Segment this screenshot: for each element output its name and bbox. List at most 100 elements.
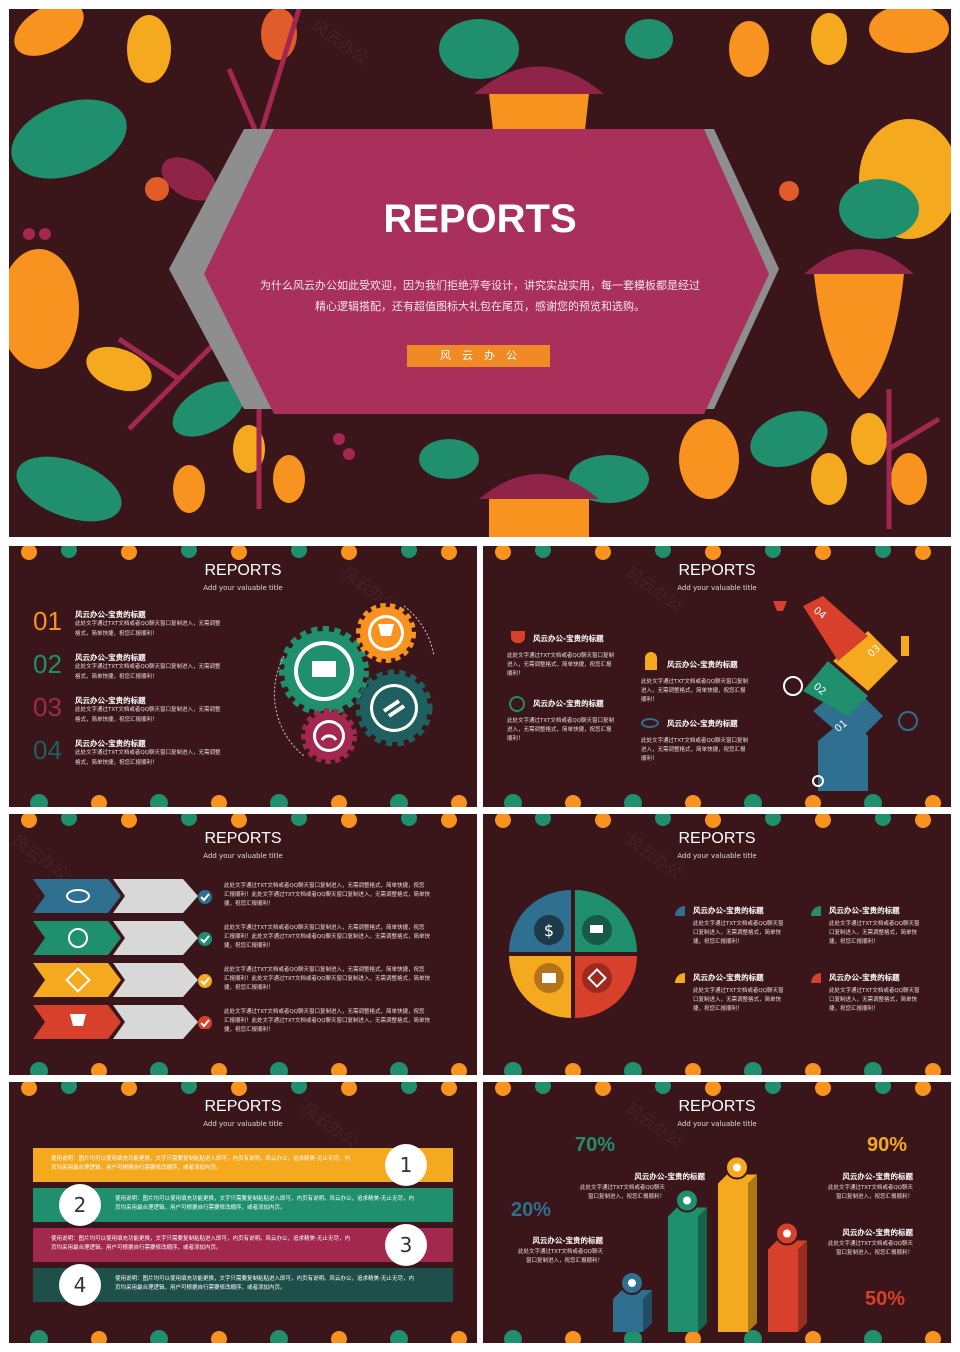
- slide-subtitle: Add your valuable title: [677, 1120, 757, 1128]
- number-badge: 4: [59, 1264, 101, 1306]
- slide-title: REPORTS: [678, 830, 756, 847]
- item-heading: 风云办公-宝贵的标题: [75, 610, 146, 619]
- cart-icon: [590, 925, 603, 933]
- cover-leaf-pattern: [9, 9, 951, 537]
- staircase-arrows: [773, 596, 918, 791]
- item-body: 此处文字通过TXT文档或者QQ聊天窗口复制进入，无需调整格式，简单快捷，祝您汇报…: [693, 921, 784, 945]
- label-body: 此处文字通过TXT文档或者QQ聊天窗口复制进入，祝您汇报顺利！: [827, 1241, 913, 1256]
- bottom-leaf-band: [30, 794, 467, 807]
- bar-row-4: 4 使用说明：图片均可以使用填充功能更换，文字只需要复制粘贴进入即可，内页有说明…: [33, 1264, 453, 1306]
- item-heading: 风云办公-宝贵的标题: [667, 719, 738, 728]
- item-heading: 风云办公-宝贵的标题: [693, 973, 764, 982]
- row-line: 此处文字通过TXT文档或者QQ聊天窗口复制进入，无需调整格式，简单快捷，祝您: [224, 925, 425, 931]
- bar-row-2: 2 使用说明：图片均可以使用填充功能更换，文字只需要复制粘贴进入即可，内页有说明…: [33, 1184, 453, 1226]
- bar-70: [668, 1188, 707, 1332]
- item-body-2: 格式，简单快捷，祝您汇报顺利！: [75, 760, 158, 766]
- row-line: 汇报顺利！此处文字通过TXT文档或者QQ聊天窗口复制进入，无需调整格式，简单快: [224, 934, 431, 940]
- row-line: 捷，祝您汇报顺利！: [224, 985, 274, 991]
- item-number: 04: [33, 735, 62, 765]
- item-heading: 风云办公-宝贵的标题: [829, 973, 900, 982]
- slide-arrow-rows: REPORTS Add your valuable title 风云办公 此处文…: [9, 814, 477, 1075]
- label-heading: 风云办公-宝贵的标题: [532, 1236, 603, 1245]
- slide-title: REPORTS: [204, 562, 282, 579]
- item-heading: 风云办公-宝贵的标题: [533, 634, 604, 643]
- number-badge: 2: [59, 1184, 101, 1226]
- label-body: 此处文字通过TXT文档或者QQ聊天窗口复制进入，祝您汇报顺利！: [827, 1185, 913, 1200]
- item-body-1: 此处文字通过TXT文档或者QQ聊天窗口复制进入，无需调整: [75, 664, 221, 670]
- item-body-2: 格式，简单快捷，祝您汇报顺利！: [75, 631, 158, 637]
- item-number: 01: [33, 606, 62, 636]
- trophy-icon: [378, 624, 394, 636]
- number-badge: 1: [385, 1144, 427, 1186]
- bar-90: [718, 1155, 757, 1332]
- bar-row-1: 使用说明：图片均可以使用填充功能更换，文字只需要复制粘贴进入即可，内页有说明。风…: [33, 1144, 453, 1186]
- clock-icon: [509, 696, 525, 712]
- trophy-icon: [70, 1014, 86, 1026]
- row-line: 捷，祝您汇报顺利！: [224, 943, 274, 949]
- label-heading: 风云办公-宝贵的标题: [634, 1172, 705, 1181]
- speedometer-icon: [320, 734, 338, 741]
- bank-icon: [542, 973, 556, 983]
- check-icon: [198, 932, 212, 946]
- top-leaf-band: [21, 814, 457, 828]
- row-line: 此处文字通过TXT文档或者QQ聊天窗口复制进入，无需调整格式，简单快捷，祝您: [224, 1009, 425, 1015]
- item-body-1: 此处文字通过TXT文档或者QQ聊天窗口复制进入，无需调整: [75, 750, 221, 756]
- cover-brand-badge: 风 云 办 公: [407, 345, 550, 367]
- eye-icon: [641, 718, 659, 728]
- marker-icon: [811, 906, 821, 916]
- row-line: 汇报顺利！此处文字通过TXT文档或者QQ聊天窗口复制进入，无需调整格式，简单快: [224, 1018, 431, 1024]
- list-item-04: 04 风云办公-宝贵的标题 此处文字通过TXT文档或者QQ聊天窗口复制进入，无需…: [33, 735, 263, 780]
- clock-icon: [68, 928, 88, 948]
- person-icon: [645, 652, 657, 670]
- plug-icon: [382, 699, 406, 718]
- slide-numbered-gears: REPORTS Add your valuable title 风云办公 01 …: [9, 546, 477, 807]
- list-item-02: 02 风云办公-宝贵的标题 此处文字通过TXT文档或者QQ聊天窗口复制进入，无需…: [33, 649, 263, 694]
- bottom-leaf-band: [504, 1330, 941, 1343]
- item-body: 此处文字通过TXT文档或者QQ聊天窗口复制进入，无需调整格式，简单快捷，祝您汇报…: [641, 738, 749, 762]
- slide-quadrant: REPORTS Add your valuable title 风云办公 $ 风…: [483, 814, 951, 1075]
- bar-chart: [613, 1155, 807, 1332]
- row-line: 捷，祝您汇报顺利！: [224, 901, 274, 907]
- eye-icon: [898, 711, 918, 731]
- pct-label-90: 90%: [867, 1134, 908, 1156]
- item-body: 此处文字通过TXT文档或者QQ聊天窗口复制进入，无需调整格式，简单快捷，祝您汇报…: [507, 653, 615, 677]
- row-line: 捷，祝您汇报顺利！: [224, 1027, 274, 1033]
- item-body-2: 格式，简单快捷，祝您汇报顺利！: [75, 674, 158, 680]
- item-body: 此处文字通过TXT文档或者QQ聊天窗口复制进入，无需调整格式，简单快捷，祝您汇报…: [829, 988, 920, 1012]
- trophy-icon: [773, 601, 787, 611]
- item-body: 此处文字通过TXT文档或者QQ聊天窗口复制进入，无需调整格式，简单快捷，祝您汇报…: [693, 988, 784, 1012]
- item-heading: 风云办公-宝贵的标题: [667, 660, 738, 669]
- row-text-1: 此处文字通过TXT文档或者QQ聊天窗口复制进入，无需调整格式，简单快捷，祝您 汇…: [224, 882, 454, 909]
- check-icon: [198, 890, 212, 904]
- row-line: 页均采用最合理逻辑，用户可根据自行需要修改顺序，或者添加内页。: [51, 1165, 222, 1171]
- row-line: 页均采用最合理逻辑，用户可根据自行需要修改顺序，或者添加内页。: [115, 1285, 286, 1291]
- marker-icon: [675, 973, 685, 983]
- bottom-leaf-band: [30, 1330, 467, 1343]
- row-line: 使用说明：图片均可以使用填充功能更换，文字只需要复制粘贴进入即可，内页有说明。风…: [115, 1276, 414, 1282]
- row-text-2: 此处文字通过TXT文档或者QQ聊天窗口复制进入，无需调整格式，简单快捷，祝您 汇…: [224, 924, 454, 951]
- item-body: 此处文字通过TXT文档或者QQ聊天窗口复制进入，无需调整格式，简单快捷，祝您汇报…: [641, 679, 749, 703]
- row-line: 页均采用最合理逻辑，用户可根据自行需要修改顺序，或者添加内页。: [51, 1245, 222, 1251]
- monitor-icon: [312, 661, 336, 677]
- dollar-icon: $: [544, 921, 554, 940]
- gears-graphic: [273, 603, 435, 764]
- item-number: 03: [33, 692, 62, 722]
- cover-desc-line1: 为什么风云办公如此受欢迎，因为我们拒绝浮夸设计，讲究实战实用，每一套模板都是经过: [260, 279, 700, 292]
- row-text-4: 此处文字通过TXT文档或者QQ聊天窗口复制进入，无需调整格式，简单快捷，祝您 汇…: [224, 1008, 454, 1035]
- slide-title: REPORTS: [204, 830, 282, 847]
- item-body: 此处文字通过TXT文档或者QQ聊天窗口复制进入，无需调整格式，简单快捷，祝您汇报…: [829, 921, 920, 945]
- bar-20: [613, 1271, 652, 1332]
- item-heading: 风云办公-宝贵的标题: [693, 906, 764, 915]
- slide-subtitle: Add your valuable title: [677, 584, 757, 592]
- top-leaf-band: [495, 1082, 931, 1096]
- item-body-1: 此处文字通过TXT文档或者QQ聊天窗口复制进入，无需调整: [75, 621, 221, 627]
- row-line: 使用说明：图片均可以使用填充功能更换，文字只需要复制粘贴进入即可，内页有说明。风…: [51, 1236, 350, 1242]
- top-leaf-band: [9, 546, 477, 562]
- slide-title: REPORTS: [678, 1098, 756, 1115]
- slide-staircase: REPORTS Add your valuable title 风云办公 风云办…: [483, 546, 951, 807]
- cover-slide: 风云办公 REPORTS 为什么风云办公如此受欢迎，因为我们拒绝浮夸设计，讲究实…: [9, 9, 951, 537]
- cube-icon: [65, 967, 91, 993]
- row-text-3: 此处文字通过TXT文档或者QQ聊天窗口复制进入，无需调整格式，简单快捷，祝您 汇…: [224, 966, 454, 993]
- row-line: 页均采用最合理逻辑，用户可根据自行需要修改顺序，或者添加内页。: [115, 1205, 286, 1211]
- eye-icon: [66, 889, 90, 903]
